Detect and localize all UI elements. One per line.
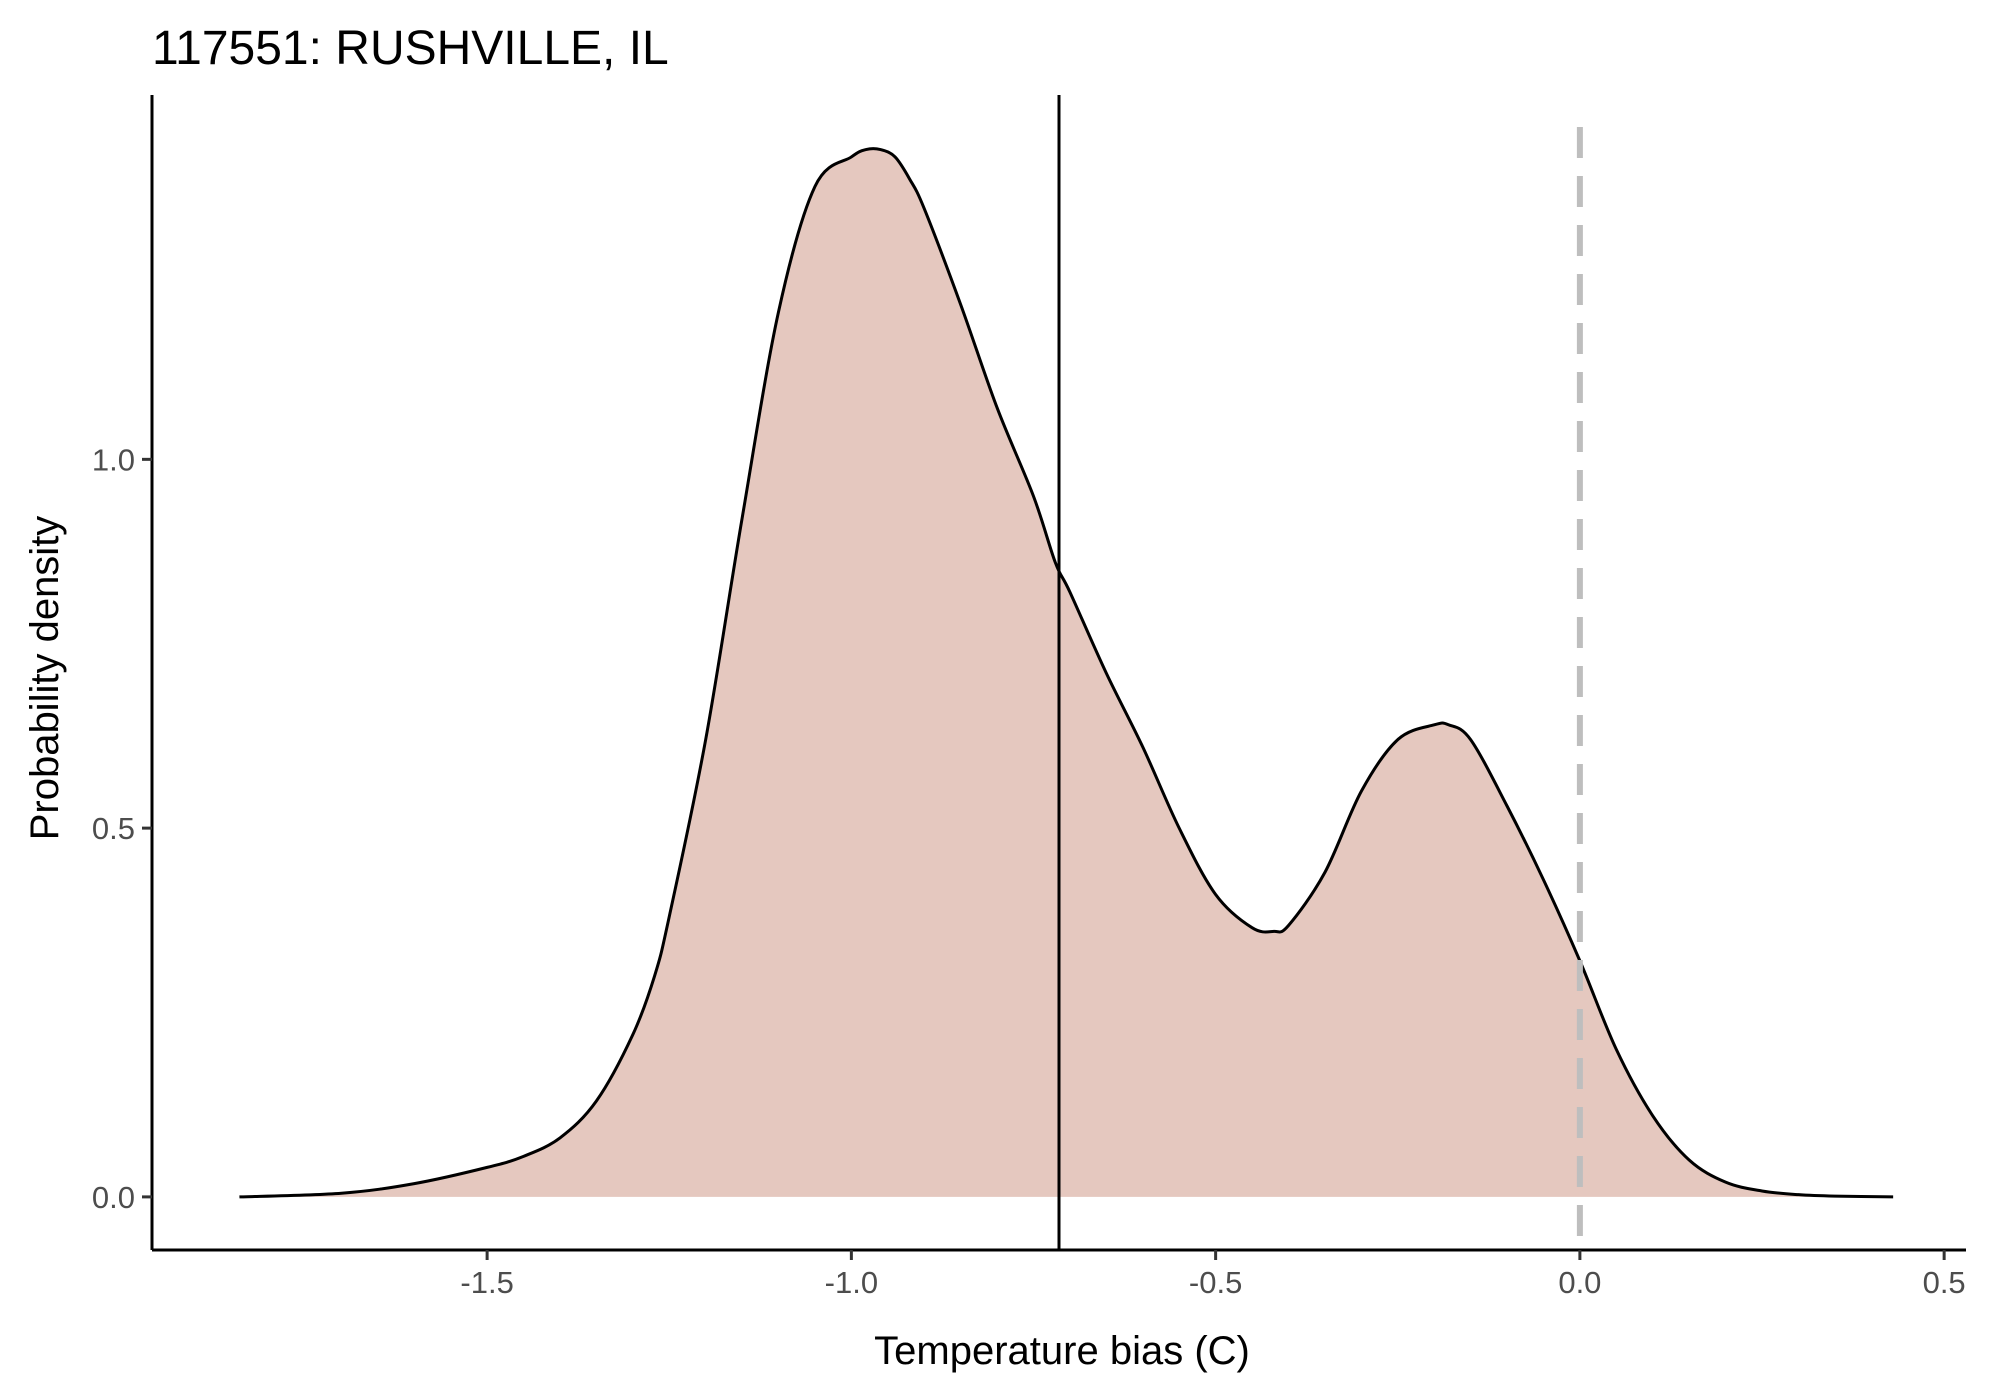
density-curve [239,147,1894,1199]
y-tick-label: 0.0 [92,1180,135,1215]
x-tick-label: -0.5 [1189,1265,1242,1300]
x-axis-ticks: -1.5 -1.0 -0.5 0.0 0.5 [460,1250,1966,1300]
y-axis-ticks: 0.0 0.5 1.0 [92,442,152,1215]
y-tick-label: 1.0 [92,442,135,477]
reference-lines [1057,95,1583,1250]
chart-title: 117551: RUSHVILLE, IL [152,22,669,75]
x-axis-title: Temperature bias (C) [874,1329,1250,1373]
x-tick-label: -1.5 [460,1265,513,1300]
plot-area [239,95,1894,1250]
x-tick-label: -1.0 [825,1265,878,1300]
density-area [239,148,1894,1197]
x-tick-label: 0.0 [1558,1265,1601,1300]
y-tick-label: 0.5 [92,811,135,846]
y-axis-title: Probability density [23,516,67,841]
x-tick-label: 0.5 [1923,1265,1966,1300]
